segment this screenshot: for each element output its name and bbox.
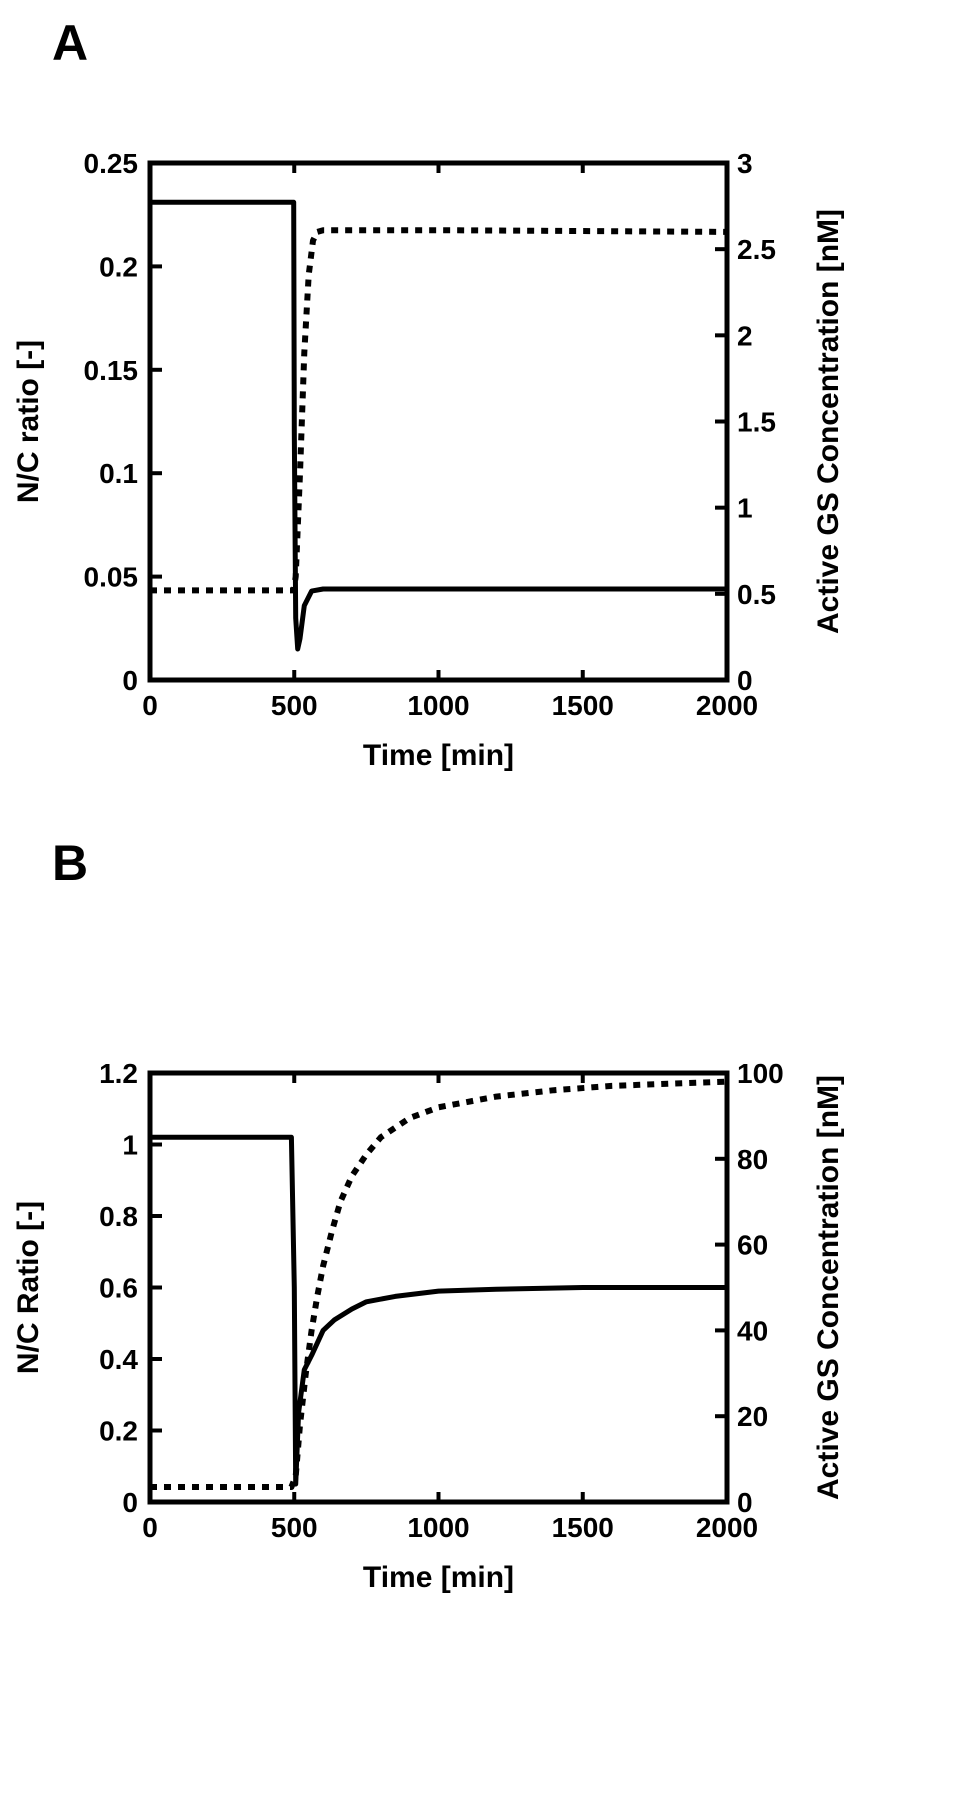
x-tick-label: 500 — [271, 1512, 318, 1543]
y-axis-label: N/C Ratio [-] — [12, 1201, 45, 1374]
y-tick-label: 0.6 — [99, 1273, 138, 1304]
y2-tick-label: 3 — [737, 148, 753, 179]
y2-tick-label: 0.5 — [737, 579, 776, 610]
y-tick-label: 0.2 — [99, 251, 138, 282]
y-tick-label: 0 — [122, 1487, 138, 1518]
x-tick-label: 1000 — [407, 690, 469, 721]
x-tick-label: 1000 — [407, 1512, 469, 1543]
series-nc-ratio-line — [150, 199, 727, 652]
y-tick-label: 0.4 — [99, 1344, 138, 1375]
series-gs-concentration-line — [150, 227, 728, 594]
x-tick-label: 1500 — [552, 690, 614, 721]
y-tick-label: 1.2 — [99, 1058, 138, 1089]
y-tick-label: 0.25 — [84, 148, 139, 179]
y2-tick-label: 60 — [737, 1230, 768, 1261]
panel-label: A — [52, 15, 88, 71]
y-tick-label: 0 — [122, 665, 138, 696]
y2-tick-label: 80 — [737, 1144, 768, 1175]
x-tick-label: 0 — [142, 690, 158, 721]
panel-a: A0 500 1000 1500 200000.050.10.150.20.2500.5… — [12, 15, 845, 772]
x-tick-label: 2000 — [696, 1512, 758, 1543]
y-tick-label: 0.05 — [84, 562, 139, 593]
x-tick-label: 500 — [271, 690, 318, 721]
x-axis-label: Time [min] — [363, 739, 514, 772]
y2-tick-label: 20 — [737, 1401, 768, 1432]
panel-b: B0 500 1000 1500 200000.20.40.60.811.2020406… — [12, 835, 845, 1594]
x-tick-label: 0 — [142, 1512, 158, 1543]
x-tick-label: 1500 — [552, 1512, 614, 1543]
y2-tick-label: 40 — [737, 1315, 768, 1346]
y-tick-label: 0.15 — [84, 355, 139, 386]
x-tick-label: 2000 — [696, 690, 758, 721]
x-axis-label: Time [min] — [363, 1561, 514, 1594]
y-tick-label: 0.8 — [99, 1201, 138, 1232]
y2-tick-label: 0 — [737, 665, 753, 696]
y-tick-label: 0.2 — [99, 1416, 138, 1447]
y2-tick-label: 0 — [737, 1487, 753, 1518]
y2-tick-label: 2 — [737, 320, 753, 351]
y2-axis-label: Active GS Concentration [nM] — [812, 1075, 845, 1500]
series-gs-concentration-line — [150, 1078, 728, 1490]
y2-axis-label: Active GS Concentration [nM] — [812, 209, 845, 634]
series-nc-ratio-line — [150, 1134, 727, 1487]
y2-tick-label: 100 — [737, 1058, 784, 1089]
plot-frame — [147, 160, 730, 683]
y2-tick-label: 2.5 — [737, 234, 776, 265]
y2-tick-label: 1 — [737, 493, 753, 524]
panel-label: B — [52, 835, 88, 891]
y-tick-label: 0.1 — [99, 458, 138, 489]
y-axis-label: N/C ratio [-] — [12, 340, 45, 503]
y-tick-label: 1 — [122, 1130, 138, 1161]
y2-tick-label: 1.5 — [737, 407, 776, 438]
